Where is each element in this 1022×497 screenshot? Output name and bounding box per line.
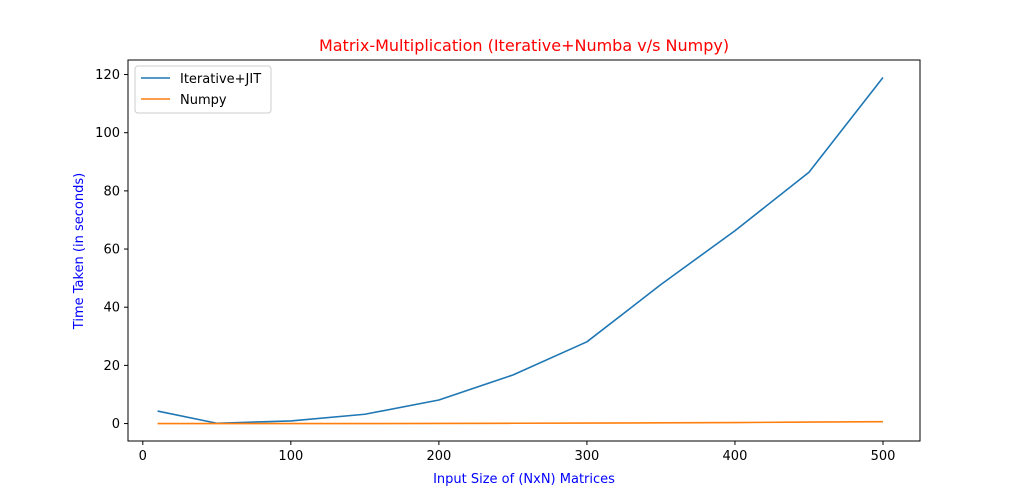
axes-frame bbox=[127, 59, 921, 442]
x-tick-label: 100 bbox=[278, 449, 303, 464]
x-tick-label: 500 bbox=[871, 449, 896, 464]
x-tick-label: 0 bbox=[139, 449, 147, 464]
x-tick-label: 300 bbox=[575, 449, 600, 464]
y-tick-label: 120 bbox=[95, 68, 120, 83]
series-line-2 bbox=[157, 420, 883, 425]
legend-label-2: Numpy bbox=[180, 93, 227, 108]
y-axis: 0 20 40 60 80 100 120 bbox=[95, 68, 128, 432]
x-tick-label: 200 bbox=[426, 449, 451, 464]
y-tick-label: 80 bbox=[103, 184, 120, 199]
legend: Iterative+JIT Numpy bbox=[134, 65, 272, 114]
legend-label-1: Iterative+JIT bbox=[180, 72, 261, 87]
y-tick-label: 40 bbox=[103, 301, 120, 316]
x-tick-label: 400 bbox=[723, 449, 748, 464]
x-axis: 0 100 200 300 400 500 bbox=[139, 441, 896, 464]
y-tick-label: 60 bbox=[103, 243, 120, 258]
series-line-1 bbox=[157, 76, 884, 425]
chart-title: Matrix-Multiplication (Iterative+Numba v… bbox=[319, 36, 729, 55]
x-axis-label: Input Size of (NxN) Matrices bbox=[433, 472, 615, 487]
y-axis-label: Time Taken (in seconds) bbox=[72, 173, 87, 330]
plot-area bbox=[157, 76, 884, 425]
y-tick-label: 20 bbox=[103, 359, 120, 374]
y-tick-label: 100 bbox=[95, 126, 120, 141]
y-tick-label: 0 bbox=[112, 417, 120, 432]
